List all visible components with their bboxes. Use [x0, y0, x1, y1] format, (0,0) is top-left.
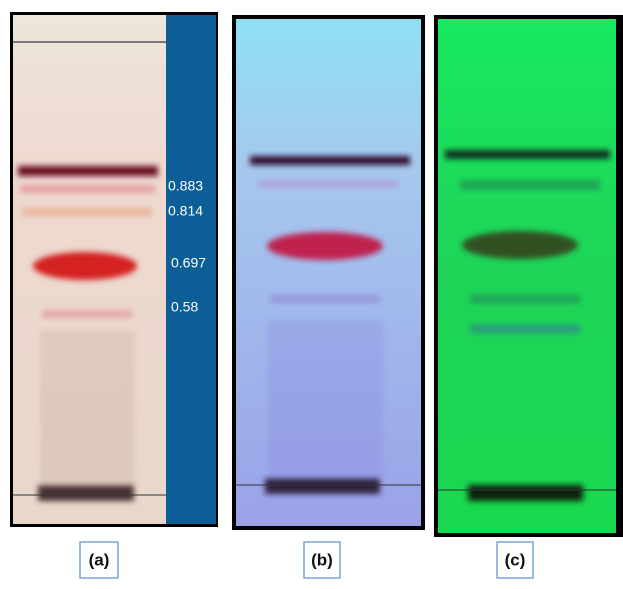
plate-c	[434, 15, 623, 537]
rf-label: 0.883	[168, 178, 203, 194]
plate-a: 0.883 0.814 0.697 0.58	[10, 12, 218, 527]
figure: 0.883 0.814 0.697 0.58	[0, 0, 623, 589]
panel-label: (a)	[89, 550, 110, 569]
rf-label: 0.697	[171, 255, 206, 271]
plate-b	[232, 15, 425, 530]
panel-label: (c)	[505, 550, 526, 569]
panel-label: (b)	[311, 550, 333, 569]
panel-labels: (a) (b) (c)	[80, 542, 533, 578]
rf-label: 0.814	[168, 203, 203, 219]
rf-label: 0.58	[171, 299, 198, 315]
